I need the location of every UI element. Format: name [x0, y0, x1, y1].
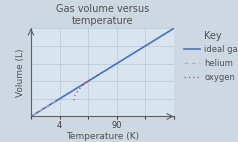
Title: Gas volume versus
temperature: Gas volume versus temperature [56, 4, 149, 26]
X-axis label: Temperature (K): Temperature (K) [66, 132, 139, 141]
Y-axis label: Volume (L): Volume (L) [16, 48, 25, 97]
Legend: ideal gas, helium, oxygen: ideal gas, helium, oxygen [184, 31, 238, 82]
